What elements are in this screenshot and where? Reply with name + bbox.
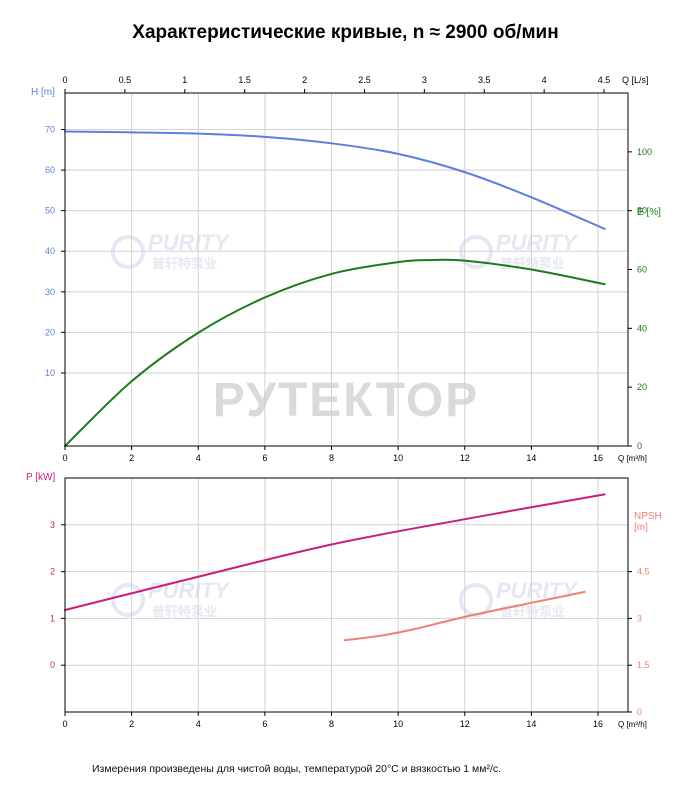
y-right-axis-label: E [%]	[637, 207, 661, 218]
y-left-tick-label: 3	[50, 520, 55, 530]
x-top-tick-label: 3.5	[478, 75, 491, 85]
chart-title: Характеристические кривые, n ≈ 2900 об/м…	[132, 22, 559, 43]
y-left-tick-label: 0	[50, 660, 55, 670]
y-left-tick-label: 10	[45, 368, 55, 378]
axis-labels: 0 0.5 1 1.5 2 2.5 3 3.5 4 4.5 Q [L/s]0 2 4 6 8 10 12 14 16…	[26, 75, 662, 729]
y-left-tick-label: 20	[45, 327, 55, 337]
x-bottom-tick-label: 2	[129, 719, 134, 729]
watermark-logo-text: PURITY	[148, 578, 231, 603]
x-bottom-tick-label: 16	[593, 719, 603, 729]
x-bottom-tick-label: 14	[526, 719, 536, 729]
x-top-tick-label: 0.5	[119, 75, 132, 85]
x-top-tick-label: 2	[302, 75, 307, 85]
watermark-logo-cn: 普轩特泵业	[152, 604, 217, 619]
y-right-tick-label: 0	[637, 707, 642, 717]
x-bottom-axis-label: Q [m³/h]	[618, 720, 647, 729]
y-left-tick-label: 1	[50, 613, 55, 623]
y-left-tick-label: 70	[45, 125, 55, 135]
y-right-tick-label: 100	[637, 147, 652, 157]
x-bottom-tick-label: 16	[593, 453, 603, 463]
y-left-tick-label: 40	[45, 246, 55, 256]
y-left-axis-label: H [m]	[31, 87, 55, 98]
series-line-h	[64, 130, 606, 230]
x-bottom-tick-label: 4	[196, 453, 201, 463]
watermark-logo-icon	[459, 583, 493, 617]
x-top-tick-label: 4	[542, 75, 547, 85]
x-top-tick-label: 4.5	[598, 75, 611, 85]
x-bottom-tick-label: 4	[196, 719, 201, 729]
footnote: Измерения произведены для чистой воды, т…	[92, 763, 502, 775]
watermark-logo-icon	[459, 235, 493, 269]
x-top-tick-label: 1	[182, 75, 187, 85]
y-right-tick-label: 1.5	[637, 660, 650, 670]
x-bottom-tick-label: 6	[262, 719, 267, 729]
y-left-axis-label: P [kW]	[26, 472, 55, 483]
x-bottom-tick-label: 10	[393, 453, 403, 463]
x-bottom-tick-label: 14	[526, 453, 536, 463]
x-top-tick-label: 0	[62, 75, 67, 85]
lower-plot-frame	[64, 477, 629, 713]
y-right-tick-label: 60	[637, 265, 647, 275]
y-left-tick-label: 50	[45, 206, 55, 216]
y-right-axis-unit: [m]	[634, 522, 648, 533]
x-bottom-tick-label: 12	[460, 453, 470, 463]
pump-curves-chart: PURITY普轩特泵业PURITY普轩特泵业PURITY普轩特泵业PURITY普…	[26, 75, 662, 729]
x-bottom-tick-label: 0	[62, 453, 67, 463]
x-top-axis-label: Q [L/s]	[622, 75, 649, 85]
x-bottom-tick-label: 0	[62, 719, 67, 729]
watermark-logo-icon	[111, 583, 145, 617]
x-bottom-tick-label: 8	[329, 453, 334, 463]
y-left-tick-label: 2	[50, 567, 55, 577]
x-top-tick-label: 3	[422, 75, 427, 85]
plot-frames	[61, 89, 632, 716]
y-right-axis-label: NPSH	[634, 511, 662, 522]
y-left-tick-label: 60	[45, 165, 55, 175]
y-right-tick-label: 4.5	[637, 567, 650, 577]
x-top-tick-label: 1.5	[238, 75, 251, 85]
x-bottom-tick-label: 12	[460, 719, 470, 729]
lower-plot-grid	[64, 478, 628, 712]
series-line-e	[64, 258, 606, 447]
x-bottom-tick-label: 2	[129, 453, 134, 463]
series-line-p	[64, 493, 606, 611]
x-bottom-tick-label: 8	[329, 719, 334, 729]
x-bottom-axis-label: Q [m³/h]	[618, 454, 647, 463]
y-right-tick-label: 80	[637, 206, 647, 216]
y-right-tick-label: 40	[637, 323, 647, 333]
x-bottom-tick-label: 6	[262, 453, 267, 463]
watermark-text: РУТЕКТОР	[213, 374, 480, 427]
y-left-tick-label: 30	[45, 287, 55, 297]
y-right-tick-label: 0	[637, 441, 642, 451]
series-line-npsh	[343, 590, 586, 642]
watermark-logo-cn: 普轩特泵业	[500, 604, 565, 619]
watermark-logo-text: PURITY	[496, 578, 579, 603]
x-top-tick-label: 2.5	[358, 75, 371, 85]
watermark: PURITY普轩特泵业PURITY普轩特泵业PURITY普轩特泵业PURITY普…	[111, 230, 579, 619]
curves	[64, 130, 606, 642]
y-right-tick-label: 20	[637, 382, 647, 392]
watermark-logo-icon	[111, 235, 145, 269]
x-bottom-tick-label: 10	[393, 719, 403, 729]
y-right-tick-label: 3	[637, 613, 642, 623]
watermark-logo-cn: 普轩特泵业	[152, 256, 217, 271]
